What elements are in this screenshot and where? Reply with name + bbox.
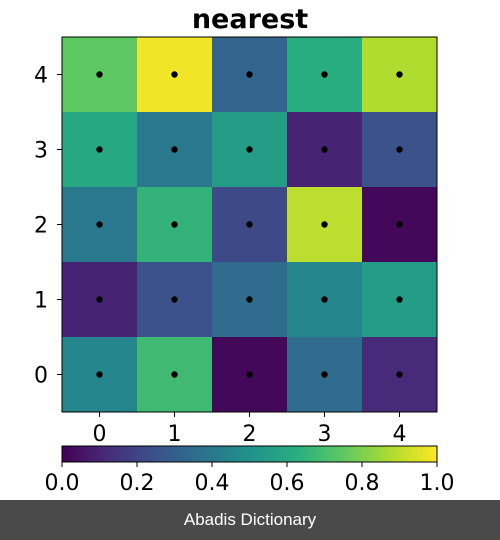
y-axis: 0 1 2 3 4 xyxy=(34,64,62,389)
cell-marker-4-2 xyxy=(396,221,403,228)
colorbar-axis: 0.0 0.2 0.4 0.6 0.8 1.0 xyxy=(45,462,455,496)
cell-marker-3-0 xyxy=(321,371,328,378)
colorbar-tick-label: 0.4 xyxy=(195,471,230,496)
cell-marker-0-3 xyxy=(96,146,103,153)
cell-marker-0-0 xyxy=(96,371,103,378)
colorbar-tick-label: 0.2 xyxy=(120,471,155,496)
heatmap-cells xyxy=(62,37,437,412)
cell-marker-1-2 xyxy=(171,221,178,228)
x-tick-label: 1 xyxy=(168,422,182,447)
cell-marker-1-3 xyxy=(171,146,178,153)
y-tick-label: 4 xyxy=(34,64,48,89)
cell-marker-2-1 xyxy=(246,296,253,303)
cell-marker-2-2 xyxy=(246,221,253,228)
colorbar-tick-label: 0.6 xyxy=(270,471,305,496)
cell-marker-1-0 xyxy=(171,371,178,378)
y-tick-label: 1 xyxy=(34,289,48,314)
footer-text: Abadis Dictionary xyxy=(183,510,317,529)
colorbar xyxy=(61,445,438,463)
cell-marker-4-3 xyxy=(396,146,403,153)
colorbar-tick-label: 0.8 xyxy=(345,471,380,496)
y-tick-label: 3 xyxy=(34,139,48,164)
x-tick-label: 2 xyxy=(243,422,257,447)
x-tick-label: 3 xyxy=(318,422,332,447)
colorbar-tick-label: 0.0 xyxy=(45,471,80,496)
cell-marker-4-1 xyxy=(396,296,403,303)
cell-marker-4-0 xyxy=(396,371,403,378)
x-axis: 0 1 2 3 4 xyxy=(93,412,407,447)
cell-marker-2-3 xyxy=(246,146,253,153)
cell-markers xyxy=(96,71,403,378)
cell-marker-0-1 xyxy=(96,296,103,303)
cell-marker-3-3 xyxy=(321,146,328,153)
cell-marker-4-4 xyxy=(396,71,403,78)
cell-marker-0-2 xyxy=(96,221,103,228)
footer-banner: Abadis Dictionary xyxy=(0,500,500,540)
chart-title: nearest xyxy=(192,4,308,35)
chart: nearest 0 1 2 3 4 0 1 2 3 4 0.0 0.2 0.4 0.6 0.8 1.0 xyxy=(34,4,455,496)
cell-marker-1-4 xyxy=(171,71,178,78)
x-tick-label: 0 xyxy=(93,422,107,447)
cell-marker-1-1 xyxy=(171,296,178,303)
cell-marker-0-4 xyxy=(96,71,103,78)
cell-marker-3-1 xyxy=(321,296,328,303)
cell-marker-3-4 xyxy=(321,71,328,78)
colorbar-tick-label: 1.0 xyxy=(420,471,455,496)
x-tick-label: 4 xyxy=(393,422,407,447)
y-tick-label: 0 xyxy=(34,364,48,389)
cell-marker-2-0 xyxy=(246,371,253,378)
y-tick-label: 2 xyxy=(34,214,48,239)
cell-marker-3-2 xyxy=(321,221,328,228)
cell-marker-2-4 xyxy=(246,71,253,78)
